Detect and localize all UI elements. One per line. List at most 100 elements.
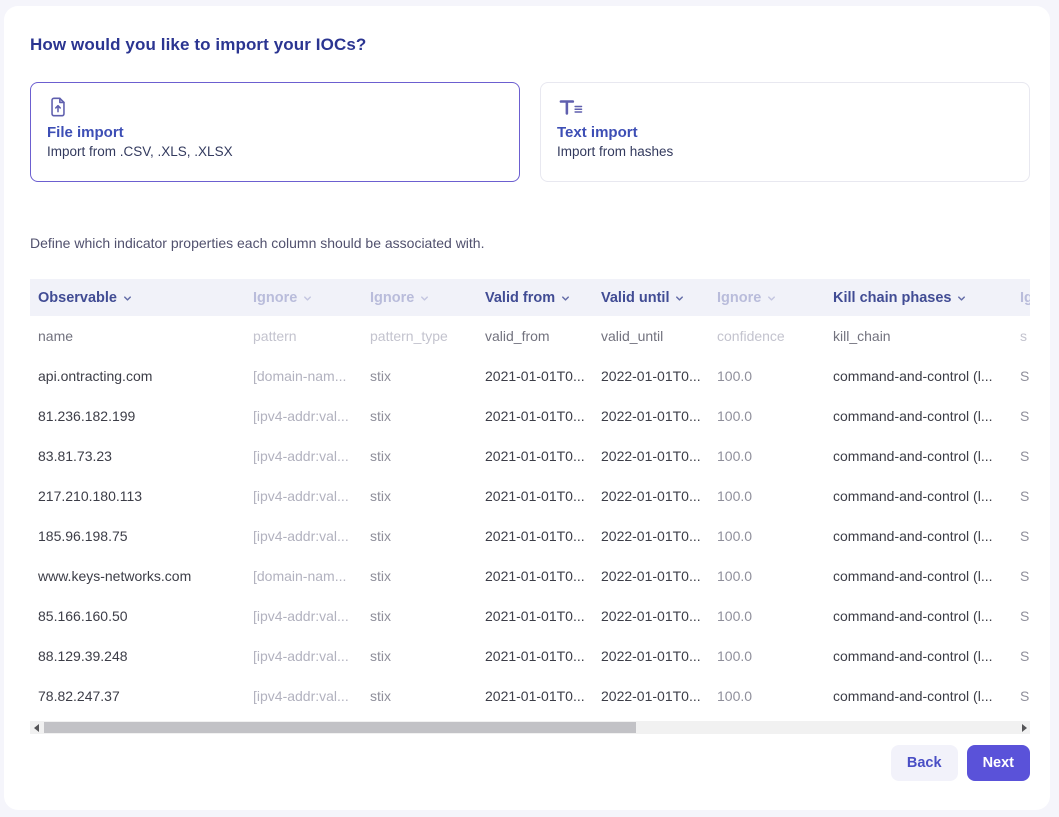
cell-kill_chain: command-and-control (l... bbox=[833, 608, 993, 624]
page-title: How would you like to import your IOCs? bbox=[30, 35, 367, 54]
column-header-confidence[interactable]: Ignore bbox=[709, 290, 825, 306]
csv-field-label: kill_chain bbox=[833, 328, 891, 344]
cell-s: S bbox=[1020, 688, 1030, 704]
table-row: 85.166.160.50 [ipv4-addr:val... stix 2021-0… bbox=[30, 596, 1030, 636]
cell-s: S bbox=[1020, 368, 1030, 384]
column-header-label: Ignore bbox=[253, 289, 298, 306]
table-row: 83.81.73.23 [ipv4-addr:val... stix 2021-01-… bbox=[30, 436, 1030, 476]
import-dialog: How would you like to import your IOCs? … bbox=[4, 6, 1050, 810]
cell-name: 88.129.39.248 bbox=[38, 648, 128, 664]
column-header-label: Valid until bbox=[601, 289, 670, 306]
cell-kill_chain: command-and-control (l... bbox=[833, 488, 993, 504]
column-header-name[interactable]: Observable bbox=[30, 290, 245, 306]
column-header-s[interactable]: Ig bbox=[1012, 290, 1030, 306]
cell-valid_until: 2022-01-01T0... bbox=[601, 368, 701, 384]
cell-name: 85.166.160.50 bbox=[38, 608, 128, 624]
cell-name: 81.236.182.199 bbox=[38, 408, 136, 424]
next-button[interactable]: Next bbox=[966, 745, 1030, 781]
cell-pattern: [domain-nam... bbox=[253, 568, 347, 584]
scrollbar-track[interactable] bbox=[42, 721, 1018, 734]
cell-confidence: 100.0 bbox=[717, 568, 753, 584]
chevron-down-icon bbox=[562, 296, 570, 301]
chevron-down-icon bbox=[124, 296, 131, 301]
table-row: 78.82.247.37 [ipv4-addr:val... stix 2021-01… bbox=[30, 676, 1030, 716]
cell-name: 83.81.73.23 bbox=[38, 448, 112, 464]
scroll-right-arrow[interactable] bbox=[1018, 721, 1030, 734]
column-header-pattern_type[interactable]: Ignore bbox=[362, 290, 477, 306]
cell-name: api.ontracting.com bbox=[38, 368, 153, 384]
cell-name: www.keys-networks.com bbox=[38, 568, 192, 584]
table-row: 217.210.180.113 [ipv4-addr:val... stix 2021… bbox=[30, 476, 1030, 516]
cell-pattern: [ipv4-addr:val... bbox=[253, 608, 349, 624]
column-header-valid_until[interactable]: Valid until bbox=[593, 290, 709, 306]
cell-name: 185.96.198.75 bbox=[38, 528, 128, 544]
column-header-valid_from[interactable]: Valid from bbox=[477, 290, 593, 306]
chevron-down-icon bbox=[304, 296, 312, 301]
text-import-subtitle: Import from hashes bbox=[557, 144, 674, 159]
cell-valid_from: 2021-01-01T0... bbox=[485, 448, 585, 464]
horizontal-scrollbar[interactable] bbox=[30, 721, 1030, 734]
column-header-label: Observable bbox=[38, 289, 117, 306]
cell-pattern_type: stix bbox=[370, 568, 391, 584]
table-body: name pattern pattern_type valid_from valid_u… bbox=[30, 316, 1030, 716]
cell-pattern: [ipv4-addr:val... bbox=[253, 488, 349, 504]
cell-valid_until: 2022-01-01T0... bbox=[601, 528, 701, 544]
scrollbar-thumb[interactable] bbox=[44, 722, 636, 733]
file-upload-icon bbox=[47, 96, 503, 120]
cell-valid_until: 2022-01-01T0... bbox=[601, 568, 701, 584]
cell-valid_from: 2021-01-01T0... bbox=[485, 568, 585, 584]
cell-confidence: 100.0 bbox=[717, 368, 753, 384]
cell-s: S bbox=[1020, 648, 1030, 664]
cell-valid_until: 2022-01-01T0... bbox=[601, 608, 701, 624]
column-header-label: Ignore bbox=[370, 289, 415, 306]
cell-pattern_type: stix bbox=[370, 448, 391, 464]
cell-pattern_type: stix bbox=[370, 608, 391, 624]
cell-valid_until: 2022-01-01T0... bbox=[601, 488, 701, 504]
cell-kill_chain: command-and-control (l... bbox=[833, 688, 993, 704]
cell-valid_until: 2022-01-01T0... bbox=[601, 688, 701, 704]
cell-valid_until: 2022-01-01T0... bbox=[601, 408, 701, 424]
cell-kill_chain: command-and-control (l... bbox=[833, 528, 993, 544]
chevron-down-icon bbox=[421, 296, 429, 301]
cell-s: S bbox=[1020, 568, 1030, 584]
text-lines-icon bbox=[557, 96, 1013, 120]
csv-field-label: pattern_type bbox=[370, 328, 448, 344]
text-import-card[interactable]: Text import Import from hashes bbox=[540, 82, 1030, 182]
cell-valid_from: 2021-01-01T0... bbox=[485, 408, 585, 424]
cell-confidence: 100.0 bbox=[717, 408, 753, 424]
cell-confidence: 100.0 bbox=[717, 448, 753, 464]
cell-kill_chain: command-and-control (l... bbox=[833, 568, 993, 584]
column-header-kill_chain[interactable]: Kill chain phases bbox=[825, 290, 1012, 306]
file-import-card[interactable]: File import Import from .CSV, .XLS, .XLS… bbox=[30, 82, 520, 182]
cell-s: S bbox=[1020, 488, 1030, 504]
column-header-label: Kill chain phases bbox=[833, 289, 952, 306]
table-row: 185.96.198.75 [ipv4-addr:val... stix 2021-0… bbox=[30, 516, 1030, 556]
cell-name: 78.82.247.37 bbox=[38, 688, 120, 704]
back-button[interactable]: Back bbox=[890, 745, 958, 781]
cell-s: S bbox=[1020, 608, 1030, 624]
chevron-down-icon bbox=[958, 296, 966, 301]
cell-pattern: [ipv4-addr:val... bbox=[253, 448, 349, 464]
chevron-down-icon bbox=[676, 296, 684, 301]
cell-valid_from: 2021-01-01T0... bbox=[485, 368, 585, 384]
cell-valid_from: 2021-01-01T0... bbox=[485, 688, 585, 704]
cell-pattern_type: stix bbox=[370, 408, 391, 424]
cell-confidence: 100.0 bbox=[717, 488, 753, 504]
csv-field-label: pattern bbox=[253, 328, 297, 344]
table-row: api.ontracting.com [domain-nam... stix 2021… bbox=[30, 356, 1030, 396]
cell-pattern_type: stix bbox=[370, 688, 391, 704]
import-options: File import Import from .CSV, .XLS, .XLS… bbox=[30, 82, 1030, 182]
cell-kill_chain: command-and-control (l... bbox=[833, 368, 993, 384]
cell-pattern_type: stix bbox=[370, 368, 391, 384]
column-mapping-table: Observable Ignore Ignore Valid from Valid un… bbox=[30, 279, 1030, 716]
cell-s: S bbox=[1020, 448, 1030, 464]
cell-valid_until: 2022-01-01T0... bbox=[601, 448, 701, 464]
cell-kill_chain: command-and-control (l... bbox=[833, 408, 993, 424]
csv-field-label: valid_from bbox=[485, 328, 550, 344]
csv-field-label: s bbox=[1020, 328, 1027, 344]
text-import-title: Text import bbox=[557, 124, 638, 141]
table-row: 88.129.39.248 [ipv4-addr:val... stix 2021-0… bbox=[30, 636, 1030, 676]
cell-s: S bbox=[1020, 408, 1030, 424]
scroll-left-arrow[interactable] bbox=[30, 721, 42, 734]
column-header-pattern[interactable]: Ignore bbox=[245, 290, 362, 306]
